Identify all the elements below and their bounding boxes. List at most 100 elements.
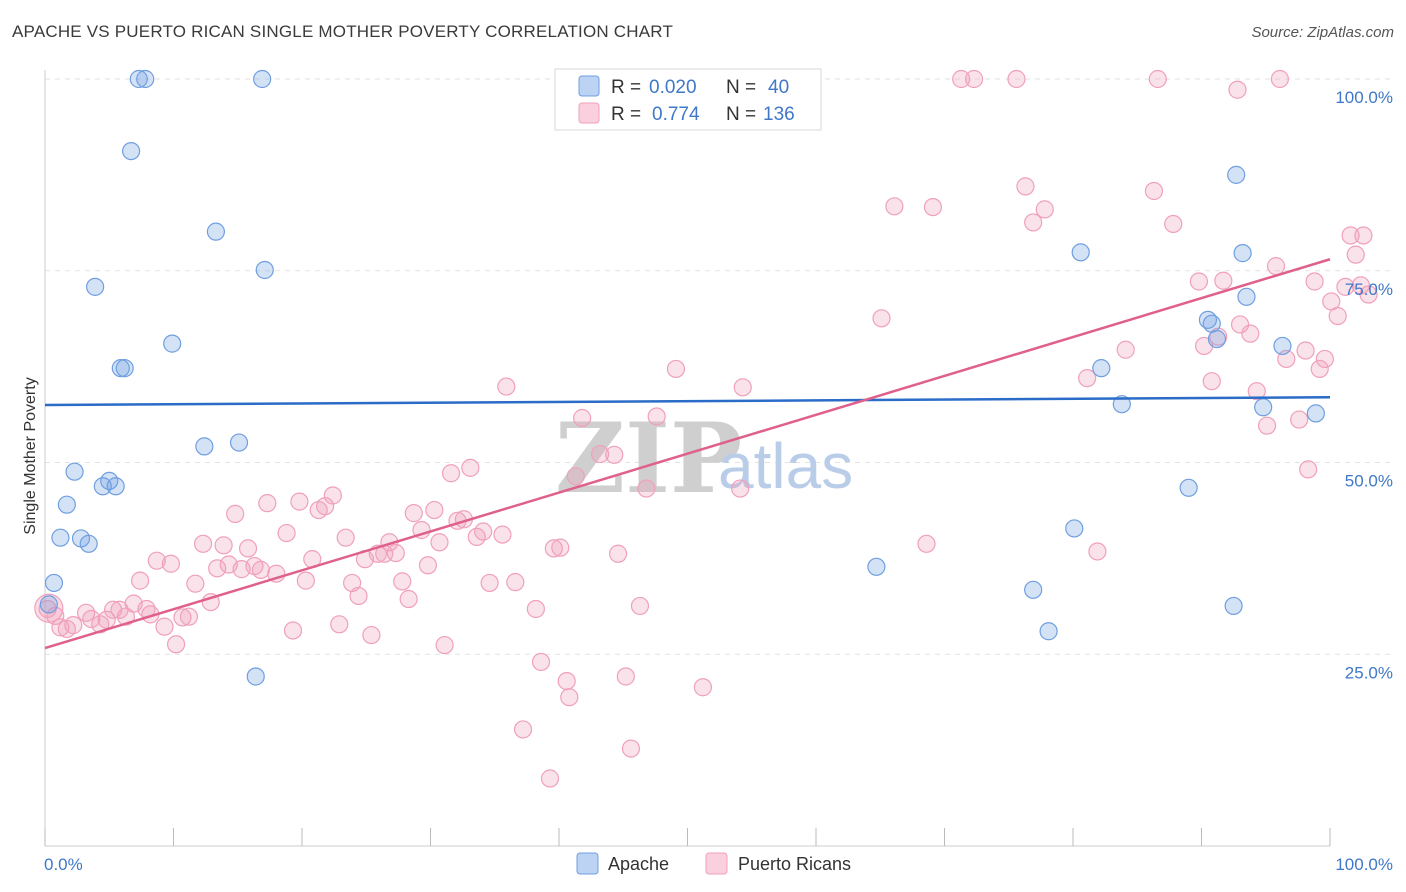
apache-point (65, 462, 84, 481)
puerto-point (404, 504, 423, 523)
watermark-zip: ZIP (555, 402, 742, 515)
puerto-point (1214, 271, 1233, 290)
x-tick-label-max: 100.0% (1335, 855, 1393, 874)
apache-point (1254, 398, 1273, 417)
y-tick-labels: 25.0% 50.0% 75.0% 100.0% (1335, 88, 1393, 682)
puerto-point (173, 608, 192, 627)
apache-point (1273, 336, 1292, 356)
puerto-point (1116, 340, 1135, 359)
puerto-point (917, 534, 936, 553)
puerto-point (1270, 69, 1289, 89)
puerto-point (1305, 272, 1324, 291)
puerto-point (1024, 213, 1043, 232)
puerto-point (166, 635, 186, 654)
puerto-point (386, 543, 405, 563)
apache-point (57, 495, 76, 514)
puerto-point (1341, 226, 1360, 245)
puerto-trend-line (44, 258, 1331, 650)
puerto-point (179, 607, 199, 626)
puerto-point (952, 69, 971, 89)
legend-apache-r-value: 0.020 (649, 77, 697, 98)
bottom-legend: Apache Puerto Ricans (576, 852, 851, 875)
puerto-point (64, 616, 83, 635)
puerto-point (323, 486, 342, 505)
puerto-point (82, 609, 101, 629)
legend-apache-swatch (578, 75, 600, 97)
puerto-point (46, 606, 65, 626)
puerto-point (591, 444, 610, 464)
puerto-point (1266, 257, 1286, 276)
puerto-point (461, 458, 480, 477)
puerto-point (393, 572, 412, 591)
puerto-point (885, 197, 904, 216)
puerto-point (1007, 69, 1026, 89)
apache-point (229, 433, 249, 452)
puerto-point (551, 538, 570, 557)
puerto-point (1144, 181, 1164, 201)
bottom-legend-apache-swatch (576, 852, 599, 875)
puerto-point (208, 559, 227, 578)
y-axis-label: Single Mother Poverty (22, 377, 39, 534)
legend-apache-n-value: 40 (768, 77, 789, 98)
apache-point (1237, 287, 1256, 306)
puerto-point (362, 625, 381, 645)
bottom-legend-puerto-label: Puerto Ricans (738, 854, 851, 874)
apache-point (1024, 580, 1043, 599)
legend-puerto-n-value: 136 (763, 104, 795, 125)
apache-point (129, 69, 148, 89)
puerto-point (418, 556, 438, 575)
apache-point (86, 277, 105, 296)
puerto-point (1078, 369, 1097, 388)
puerto-point (621, 739, 641, 758)
puerto-point (399, 589, 418, 609)
apache-point (1207, 329, 1227, 349)
puerto-point (544, 539, 563, 558)
puerto-point (91, 615, 110, 634)
apache-point (1179, 478, 1198, 497)
puerto-point (647, 407, 666, 426)
legend-apache-r-label: R = (611, 77, 641, 98)
apache-point (39, 595, 58, 614)
apache-point (121, 141, 141, 161)
puerto-point (290, 492, 309, 511)
bottom-legend-apache-label: Apache (608, 854, 669, 874)
apache-point (44, 573, 64, 593)
puerto-point (1354, 226, 1373, 245)
puerto-point (330, 615, 349, 634)
puerto-point (526, 599, 545, 619)
puerto-point (1315, 349, 1334, 369)
top-legend: R = 0.020 N = 40 R = 0.774 N = 136 (554, 68, 822, 131)
apache-points (39, 69, 1325, 686)
puerto-point (513, 720, 533, 739)
puerto-point (283, 621, 303, 640)
puerto-point (605, 445, 624, 464)
apache-point (1092, 359, 1111, 378)
apache-point (1227, 165, 1246, 184)
puerto-point (1228, 80, 1247, 99)
y-tick-label: 75.0% (1345, 280, 1393, 299)
puerto-point (637, 479, 656, 498)
puerto-point (1299, 460, 1318, 479)
grid (45, 78, 1395, 655)
watermark-atlas: atlas (718, 430, 853, 502)
puerto-point (193, 534, 213, 553)
puerto-point (34, 593, 64, 623)
apache-point (255, 260, 274, 280)
puerto-point (1088, 542, 1107, 561)
legend-puerto-swatch (578, 102, 600, 124)
apache-point (115, 359, 134, 378)
puerto-point (435, 635, 454, 655)
puerto-point (430, 533, 449, 552)
puerto-point (441, 464, 461, 483)
puerto-point (560, 688, 579, 707)
puerto-point (214, 536, 233, 555)
apache-point (1224, 596, 1243, 616)
puerto-point (296, 571, 315, 590)
puerto-point (186, 574, 205, 593)
puerto-point (349, 586, 368, 606)
puerto-point (964, 69, 984, 89)
puerto-point (573, 408, 592, 428)
apache-point (1071, 243, 1090, 262)
puerto-point (1296, 341, 1315, 360)
